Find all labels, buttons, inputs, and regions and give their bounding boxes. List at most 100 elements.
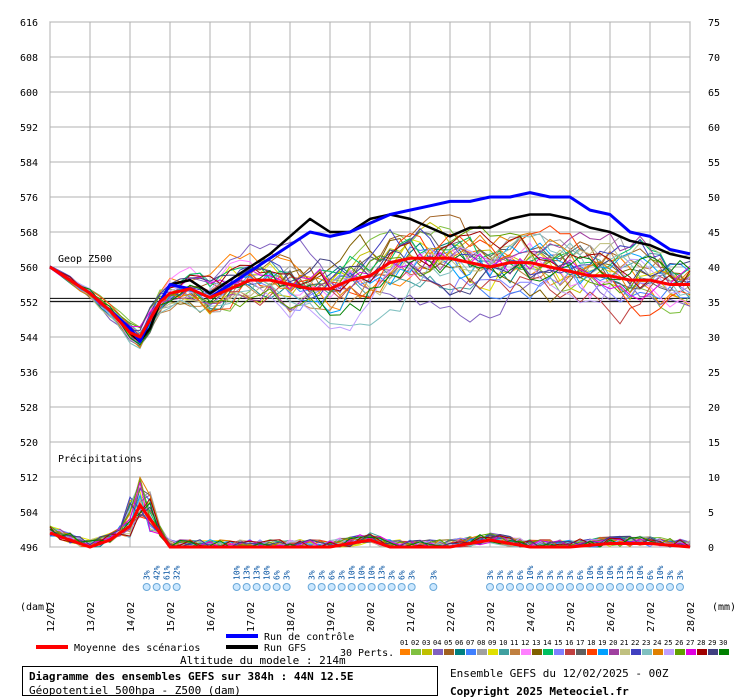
pert-swatch <box>499 649 509 655</box>
pert-number: 08 <box>477 639 485 647</box>
copyright: Copyright 2025 Meteociel.fr <box>450 685 629 698</box>
pert-number: 30 <box>719 639 727 647</box>
precip-mean-line <box>49 502 691 549</box>
snowflake-icon <box>337 583 346 591</box>
precip-tick-label: 20 <box>708 403 720 414</box>
pert-number: 06 <box>455 639 463 647</box>
snowflake-icon <box>586 583 594 591</box>
pert-swatch <box>422 649 432 655</box>
pert-number: 11 <box>510 639 518 647</box>
pert-number: 07 <box>466 639 474 647</box>
pert-swatch <box>587 649 597 655</box>
snowflake-icon <box>596 583 604 591</box>
snowflake-icon <box>407 583 416 591</box>
footer-title-box: Diagramme des ensembles GEFS sur 384h : … <box>22 666 438 697</box>
snow-prob-label: 13% <box>616 565 625 580</box>
snowflake-icon <box>546 583 554 591</box>
snowflake-icon <box>506 583 514 591</box>
snowflake-icon <box>317 583 326 591</box>
geop-tick-label: 504 <box>20 508 38 519</box>
snowflake-icon <box>666 583 674 591</box>
pert-number: 16 <box>565 639 573 647</box>
snowflake-icon <box>282 583 291 591</box>
pert-number: 14 <box>543 639 551 647</box>
snow-prob-label: 3% <box>496 570 505 580</box>
precip-tick-label: 70 <box>708 53 720 64</box>
x-tick-label: 16/02 <box>206 602 217 632</box>
model-altitude: Altitude du modele : 214m <box>180 654 346 667</box>
snowflake-icon <box>646 583 654 591</box>
snow-prob-label: 10% <box>526 565 535 580</box>
snowflake-icon <box>636 583 644 591</box>
precip-tick-label: 45 <box>708 228 720 239</box>
pert-number: 29 <box>708 639 716 647</box>
x-tick-label: 12/02 <box>46 602 57 632</box>
pert-swatch <box>576 649 586 655</box>
pert-number: 12 <box>521 639 529 647</box>
geop-tick-label: 520 <box>20 438 38 449</box>
main-series <box>49 191 691 549</box>
snow-prob-label: 6% <box>646 570 655 580</box>
pert-swatch <box>411 649 421 655</box>
geop-tick-label: 512 <box>20 473 38 484</box>
snow-prob-label: 61% <box>163 565 172 580</box>
pert-number: 28 <box>697 639 705 647</box>
perturbation-swatches: 01 02 03 04 05 06 07 08 09 10 11 12 13 14 15 16 17 18 19 20… <box>400 639 729 655</box>
precip-tick-label: 55 <box>708 158 720 169</box>
geop-tick-label: 592 <box>20 123 38 134</box>
geop-tick-label: 616 <box>20 18 38 29</box>
geop-tick-label: 560 <box>20 263 38 274</box>
geop-tick-label: 536 <box>20 368 38 379</box>
mean-line <box>49 256 690 339</box>
x-tick-label: 25/02 <box>566 602 577 632</box>
geop-label: Geop Z500 <box>58 254 112 265</box>
pert-number: 02 <box>411 639 419 647</box>
pert-swatch <box>664 649 674 655</box>
pert-swatch <box>653 649 663 655</box>
pert-swatch <box>532 649 542 655</box>
snow-prob-label: 10% <box>348 565 357 580</box>
snowflake-icon <box>307 583 316 591</box>
geop-axis: 616 608 600 592 584 576 568 560 552 544 536 528 520 5… <box>20 18 38 554</box>
x-tick-label: 28/02 <box>686 602 697 632</box>
x-tick-label: 18/02 <box>286 602 297 632</box>
precip-tick-label: 35 <box>708 298 720 309</box>
pert-swatch <box>488 649 498 655</box>
x-tick-label: 15/02 <box>166 602 177 632</box>
snow-prob-label: 3% <box>338 570 347 580</box>
pert-number: 20 <box>609 639 617 647</box>
pert-swatch <box>455 649 465 655</box>
pert-number: 26 <box>675 639 683 647</box>
snow-prob-label: 10% <box>586 565 595 580</box>
snow-prob-label: 6% <box>273 570 282 580</box>
snow-prob-label: 10% <box>656 565 665 580</box>
snowflake-icon <box>526 583 534 591</box>
pert-swatch <box>609 649 619 655</box>
precip-tick-label: 5 <box>708 508 714 519</box>
snowflake-icon <box>536 583 544 591</box>
pert-swatch <box>433 649 443 655</box>
pert-number: 19 <box>598 639 606 647</box>
x-tick-label: 21/02 <box>406 602 417 632</box>
pert-number: 15 <box>554 639 562 647</box>
pert-swatch <box>466 649 476 655</box>
snow-prob-label: 6% <box>328 570 337 580</box>
snowflake-icon <box>566 583 574 591</box>
pert-swatch <box>686 649 696 655</box>
snow-prob-label: 3% <box>388 570 397 580</box>
unit-right: (mm) <box>712 602 736 613</box>
snow-prob-label: 10% <box>596 565 605 580</box>
pert-number: 24 <box>653 639 661 647</box>
snow-prob-label: 13% <box>626 565 635 580</box>
snowflake-icon <box>486 583 494 591</box>
x-tick-label: 27/02 <box>646 602 657 632</box>
geop-tick-label: 576 <box>20 193 38 204</box>
pert-swatch <box>554 649 564 655</box>
snowflake-icon <box>262 583 271 591</box>
snow-prob-label: 13% <box>243 565 252 580</box>
pert-number: 22 <box>631 639 639 647</box>
geop-tick-label: 496 <box>20 543 38 554</box>
chart-subtitle: Géopotentiel 500hpa - Z500 (dam) <box>29 684 241 697</box>
snow-prob-label: 32% <box>173 565 182 580</box>
